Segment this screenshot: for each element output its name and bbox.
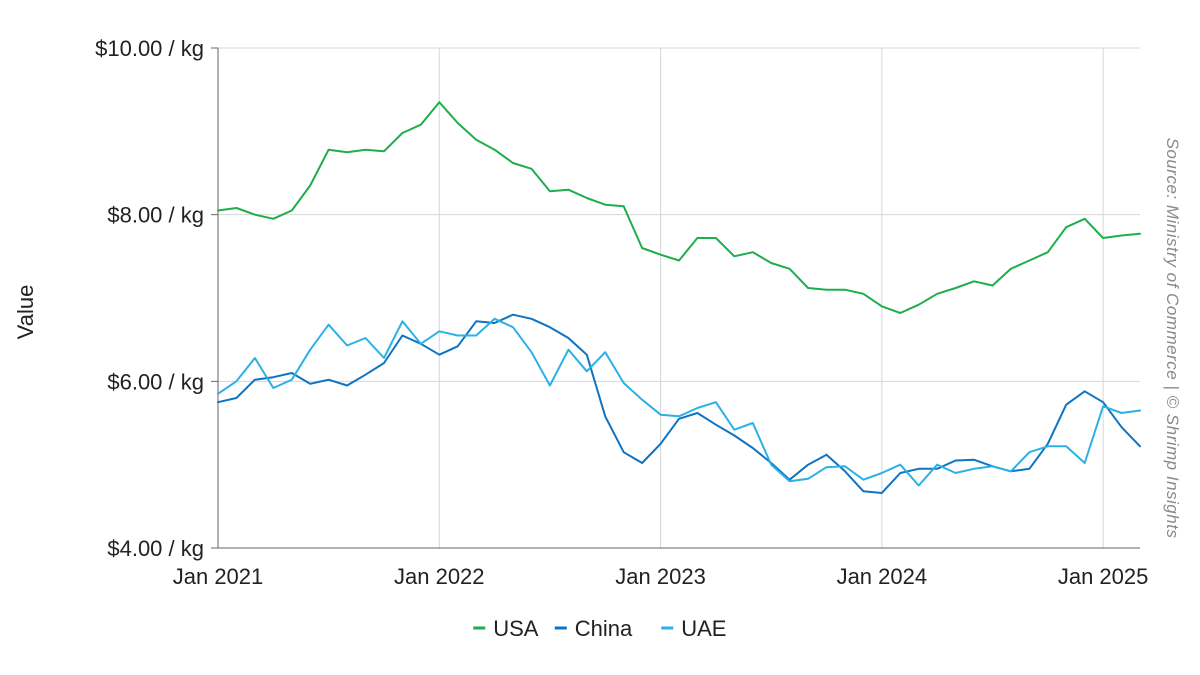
y-tick-labels: $10.00 / kg $8.00 / kg $6.00 / kg $4.00 / k… (95, 36, 204, 561)
grid-lines (218, 47, 1140, 548)
x-tick-label: Jan 2022 (394, 564, 485, 589)
y-tick-label: $8.00 / kg (107, 203, 204, 228)
y-tick-label: $6.00 / kg (107, 369, 204, 394)
series-lines (217, 101, 1141, 494)
x-tick-label: Jan 2024 (837, 564, 928, 589)
y-tick-label: $10.00 / kg (95, 36, 204, 61)
legend-label-china: China (575, 616, 633, 641)
axes (211, 47, 1140, 549)
series-line-uae (217, 317, 1141, 487)
x-tick-label: Jan 2021 (173, 564, 264, 589)
x-tick-label: Jan 2025 (1058, 564, 1149, 589)
x-tick-label: Jan 2023 (615, 564, 706, 589)
y-axis-label: Value (13, 285, 38, 340)
y-tick-label: $4.00 / kg (107, 536, 204, 561)
source-note: Source: Ministry of Commerce | © Shrimp … (1163, 138, 1182, 539)
series-line-china (217, 313, 1141, 494)
legend-label-uae: UAE (681, 616, 726, 641)
legend-label-usa: USA (493, 616, 539, 641)
legend: USA China UAE (473, 616, 727, 641)
series-line-usa (217, 101, 1141, 314)
x-tick-labels: Jan 2021 Jan 2022 Jan 2023 Jan 2024 Jan 2025 (173, 564, 1149, 589)
